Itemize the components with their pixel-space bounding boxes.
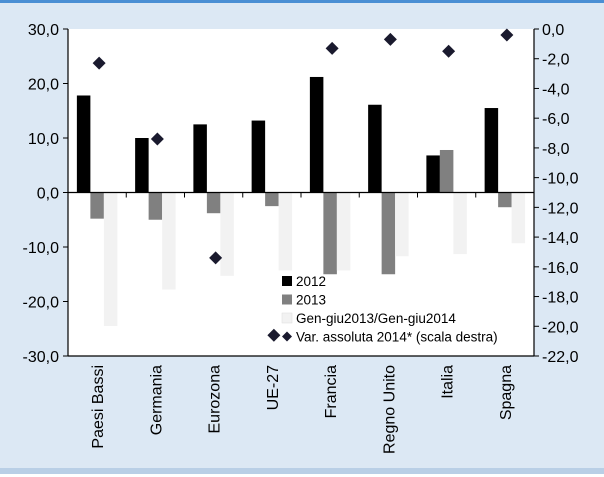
- y-right-tick-label: -12,0: [542, 200, 579, 217]
- diamond-marker: [383, 32, 397, 46]
- x-category-label: Paesi Bassi: [90, 365, 107, 449]
- x-category-label: Eurozona: [207, 365, 224, 434]
- y-right-tick-label: -2,0: [542, 52, 570, 69]
- bar-3: [395, 192, 409, 257]
- legend-label: 2012: [296, 274, 326, 289]
- y-right-tick-label: -4,0: [542, 81, 570, 98]
- diamond-marker: [442, 44, 456, 58]
- y-right-tick-label: -10,0: [542, 171, 579, 188]
- x-category-label: Francia: [323, 365, 340, 418]
- bar-3: [453, 192, 467, 255]
- bar-2: [148, 192, 163, 220]
- y-right-tick-label: -16,0: [542, 260, 579, 277]
- bar-1: [484, 108, 499, 193]
- y-right-tick-label: -22,0: [542, 349, 579, 366]
- bar-3: [511, 192, 526, 244]
- bar-2: [439, 149, 454, 193]
- diamond-marker: [150, 132, 164, 146]
- y-left-tick-label: -10,0: [23, 240, 60, 257]
- bar-1: [368, 104, 382, 193]
- y-right-tick-label: -14,0: [542, 230, 579, 247]
- y-left-tick-label: 10,0: [28, 131, 59, 148]
- bar-2: [265, 192, 279, 207]
- legend: 2012 2013 Gen-giu2013/Gen-giu2014 Var. asso…: [281, 274, 498, 345]
- bar-2: [206, 192, 221, 214]
- legend-label: Gen-giu2013/Gen-giu2014: [296, 311, 456, 326]
- legend-swatch: [281, 312, 293, 324]
- legend-label: Var. assoluta 2014* (scala destra): [296, 330, 498, 345]
- bar-1: [76, 95, 91, 193]
- x-category-label: Italia: [440, 365, 457, 399]
- x-category-label: Germania: [148, 365, 165, 435]
- markers-layer: [92, 28, 514, 342]
- bar-1: [309, 76, 324, 193]
- axes-layer: 30,0 20,0 10,0 0,0 -10,0 -20,0 -30,0 0,0 -2,0 -4,…: [23, 22, 579, 454]
- x-category-label: Spagna: [498, 365, 515, 420]
- legend-swatch: [282, 294, 292, 305]
- bars-layer: [76, 76, 526, 327]
- bar-1: [251, 120, 266, 193]
- bar-2: [381, 192, 396, 275]
- bar-3: [103, 192, 118, 327]
- y-left-tick-label: 20,0: [28, 77, 59, 94]
- bar-2: [323, 192, 337, 275]
- legend-diamond-icon: [282, 331, 292, 342]
- y-left-tick-label: -20,0: [23, 295, 60, 312]
- bar-2: [498, 192, 512, 208]
- bar-1: [426, 155, 440, 193]
- y-right-tick-label: -8,0: [542, 141, 570, 158]
- legend-swatch: [282, 276, 292, 286]
- x-category-label: Regno Unito: [381, 365, 398, 454]
- y-right-tick-label: -18,0: [542, 290, 579, 307]
- legend-label: 2013: [296, 293, 326, 308]
- x-category-label: UE-27: [265, 365, 282, 410]
- bar-3: [162, 192, 176, 290]
- bar-3: [220, 192, 234, 276]
- diamond-marker: [500, 28, 514, 42]
- diamond-marker: [267, 328, 281, 342]
- y-right-tick-label: 0,0: [542, 22, 564, 39]
- y-right-tick-label: -6,0: [542, 111, 570, 128]
- diamond-marker: [325, 41, 339, 55]
- bar-chart: 30,0 20,0 10,0 0,0 -10,0 -20,0 -30,0 0,0 -2,0 -4,…: [23, 22, 579, 454]
- bar-2: [90, 192, 104, 219]
- bar-1: [193, 124, 207, 193]
- diamond-marker: [209, 251, 223, 265]
- y-left-tick-label: 0,0: [37, 186, 59, 203]
- y-left-tick-label: 30,0: [28, 22, 59, 39]
- bar-3: [336, 192, 351, 271]
- y-right-tick-label: -20,0: [542, 319, 579, 336]
- diamond-marker: [92, 56, 106, 70]
- bar-1: [135, 138, 149, 193]
- bar-3: [278, 192, 293, 271]
- y-left-tick-label: -30,0: [23, 349, 60, 366]
